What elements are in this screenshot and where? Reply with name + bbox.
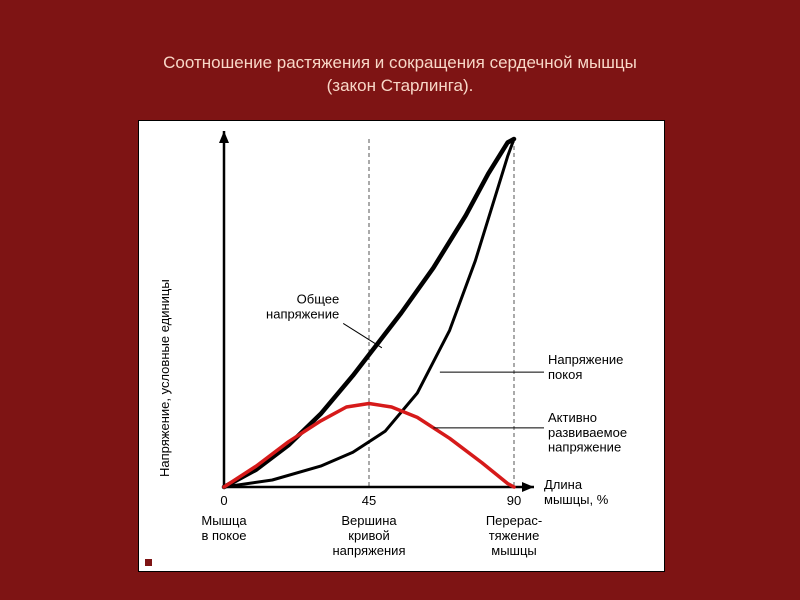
svg-text:мышцы, %: мышцы, % bbox=[544, 492, 609, 507]
svg-text:Вершина: Вершина bbox=[341, 513, 397, 528]
svg-text:кривой: кривой bbox=[348, 528, 389, 543]
svg-text:развиваемое: развиваемое bbox=[548, 425, 627, 440]
title-line-2: (закон Старлинга). bbox=[327, 76, 474, 95]
svg-text:45: 45 bbox=[362, 493, 376, 508]
starling-chart: 0 45 90 Мышцав покое Вершинакривойнапряжения… bbox=[138, 120, 665, 572]
svg-text:напряжение: напряжение bbox=[266, 306, 339, 321]
svg-text:Общее: Общее bbox=[297, 291, 340, 306]
svg-text:мышцы: мышцы bbox=[491, 543, 537, 558]
svg-text:Длина: Длина bbox=[544, 477, 583, 492]
svg-text:Активно: Активно bbox=[548, 410, 597, 425]
slide-title: Соотношение растяжения и сокращения серд… bbox=[60, 52, 740, 98]
svg-text:напряжения: напряжения bbox=[333, 543, 406, 558]
title-line-1: Соотношение растяжения и сокращения серд… bbox=[163, 53, 637, 72]
svg-text:тяжение: тяжение bbox=[489, 528, 540, 543]
svg-text:Напряжение: Напряжение bbox=[548, 352, 623, 367]
slide: Соотношение растяжения и сокращения серд… bbox=[0, 0, 800, 600]
svg-text:Напряжение, условные единицы: Напряжение, условные единицы bbox=[157, 279, 172, 477]
svg-text:Перерас-: Перерас- bbox=[486, 513, 542, 528]
svg-text:покоя: покоя bbox=[548, 367, 582, 382]
svg-text:Мышца: Мышца bbox=[201, 513, 247, 528]
chart-svg: 0 45 90 Мышцав покое Вершинакривойнапряжения… bbox=[139, 121, 664, 571]
svg-text:в покое: в покое bbox=[201, 528, 246, 543]
svg-text:напряжение: напряжение bbox=[548, 440, 621, 455]
svg-text:0: 0 bbox=[220, 493, 227, 508]
svg-text:90: 90 bbox=[507, 493, 521, 508]
